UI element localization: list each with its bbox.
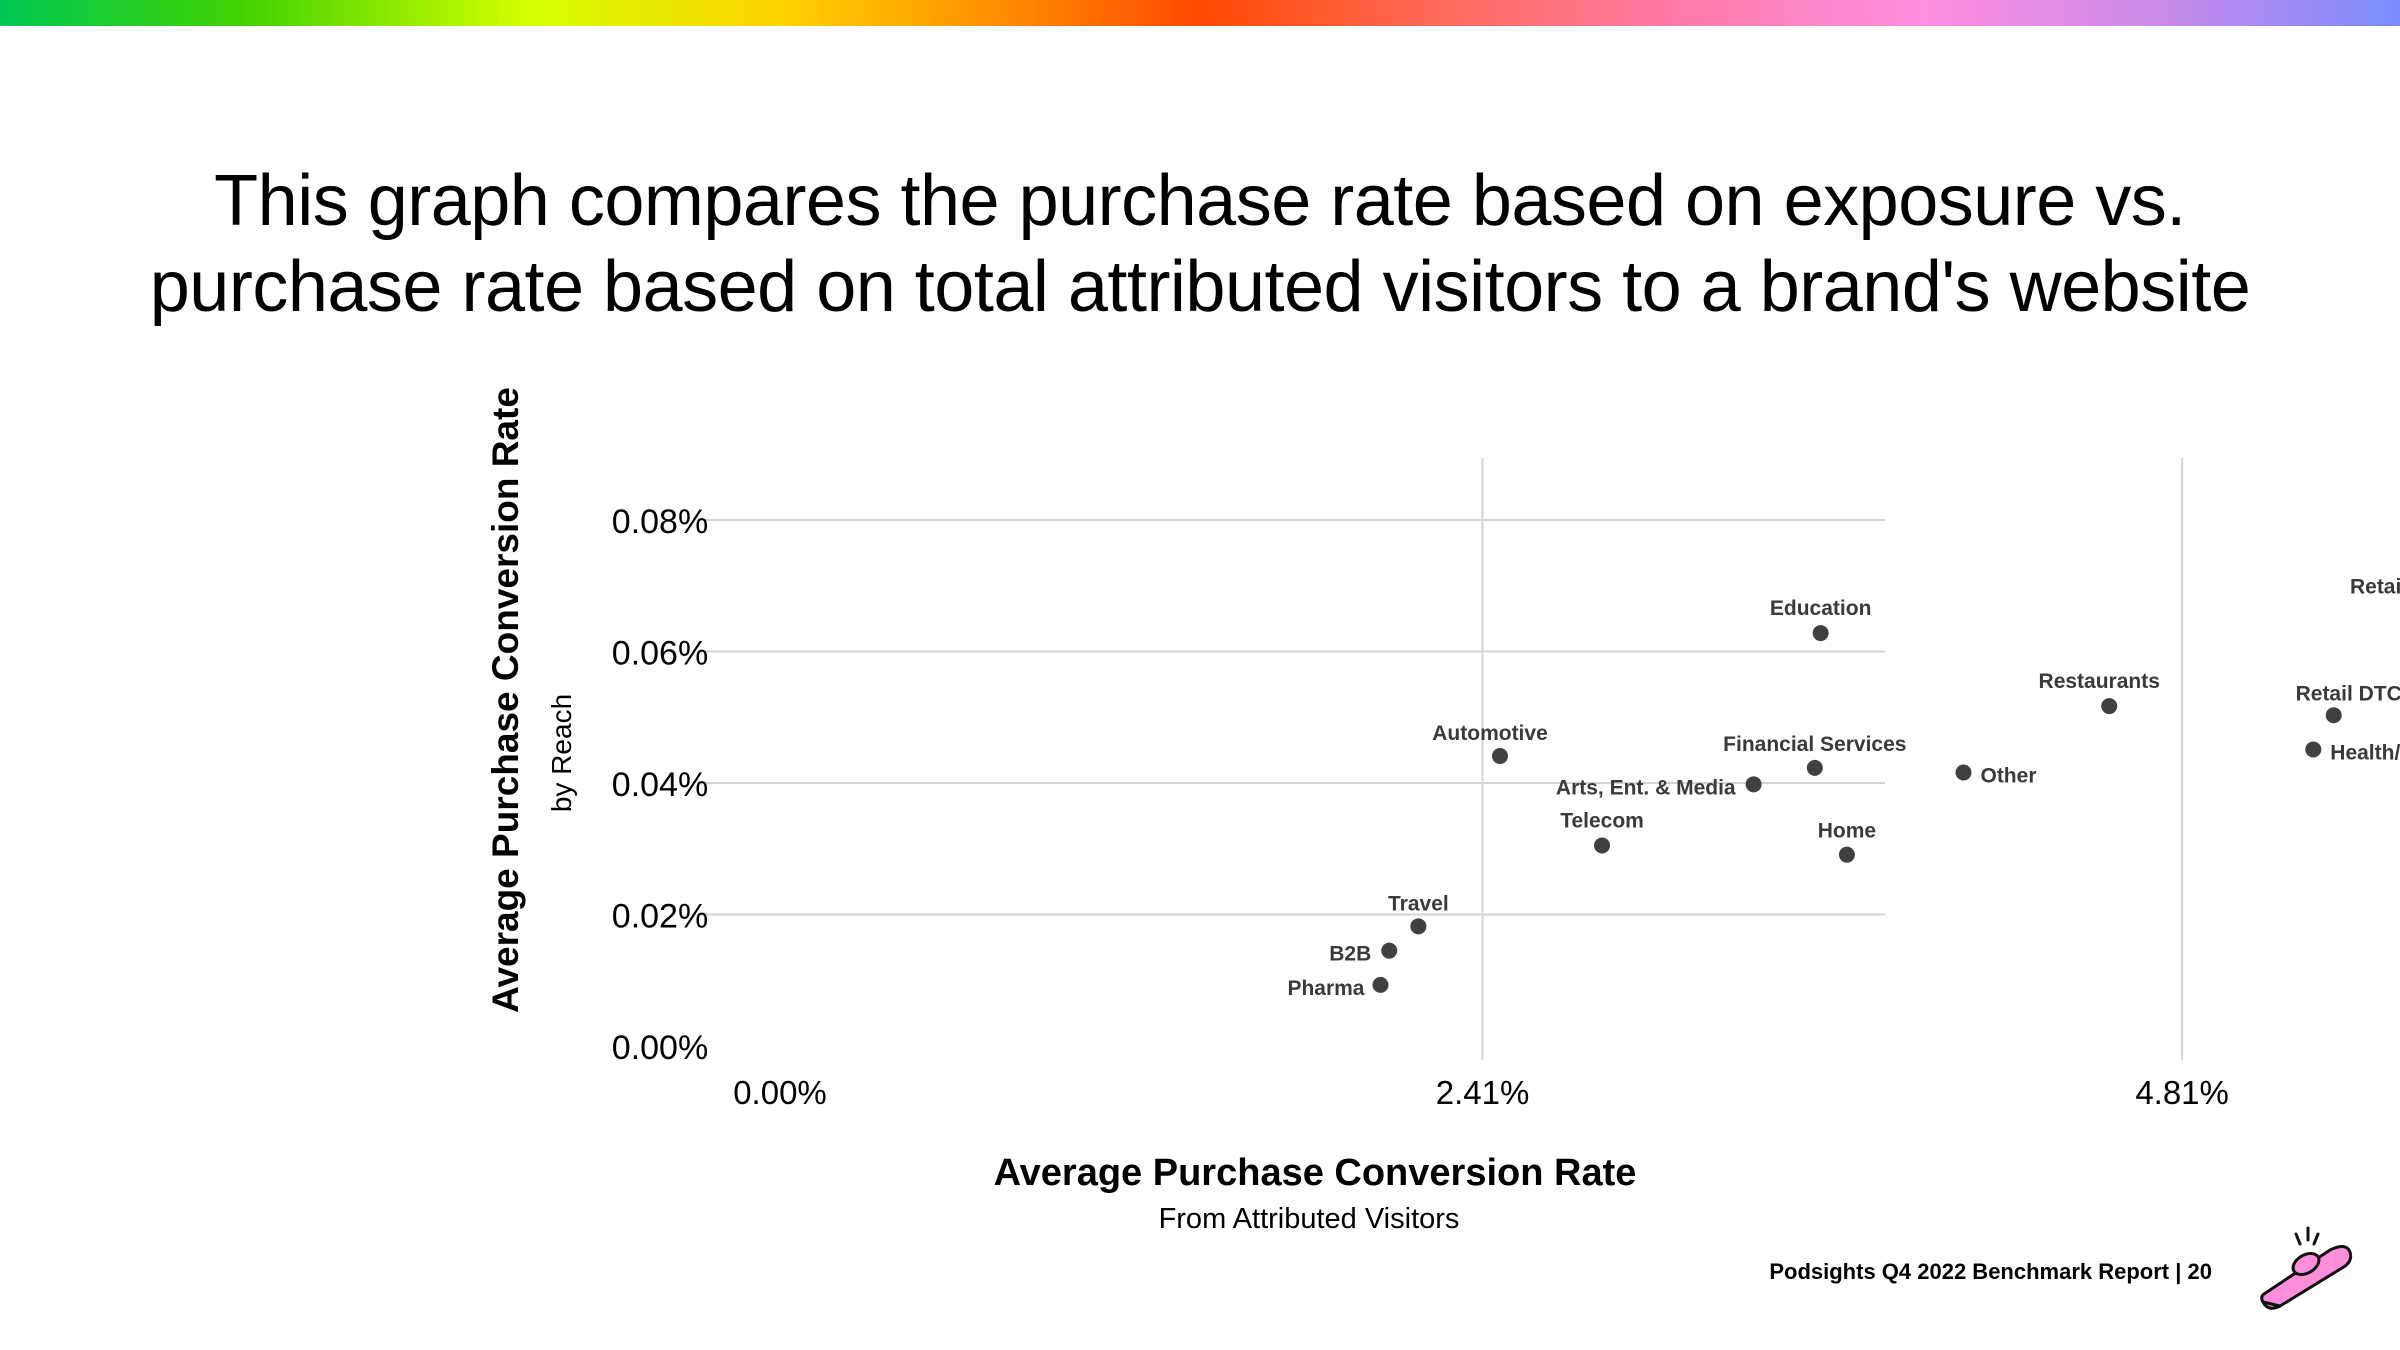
data-point-label: Home xyxy=(1818,820,1876,843)
data-point xyxy=(1745,776,1762,793)
data-point-label: Financial Services xyxy=(1723,733,1906,756)
data-point xyxy=(2305,741,2322,758)
y-axis-title: Average Purchase Conversion Rate xyxy=(485,387,526,1013)
data-point-label: Travel xyxy=(1388,892,1449,915)
data-point xyxy=(1838,846,1855,863)
x-axis-title: Average Purchase Conversion Rate xyxy=(994,1152,1637,1194)
data-point xyxy=(1806,759,1823,776)
data-point-label: Arts, Ent. & Media xyxy=(1556,776,1736,799)
rainbow-top-bar xyxy=(0,0,2400,26)
data-point xyxy=(1594,837,1611,854)
data-point xyxy=(1410,918,1427,935)
data-point xyxy=(1492,748,1509,765)
data-point xyxy=(1812,625,1829,642)
data-point xyxy=(2325,707,2342,724)
chart-gridlines xyxy=(700,458,2184,1060)
data-point xyxy=(1381,942,1398,959)
data-point xyxy=(1372,976,1389,993)
data-point-label: Pharma xyxy=(1287,977,1364,1000)
data-point xyxy=(1955,764,1972,781)
y-tick-label: 0.06% xyxy=(612,635,708,673)
data-point-label: Telecom xyxy=(1560,809,1644,832)
slide-title: This graph compares the purchase rate ba… xyxy=(0,158,2400,330)
chart-tick-labels: 0.00% 0.02% 0.04% 0.06% 0.08% 0.00% 2.41% 4.81%… xyxy=(612,503,2229,1111)
x-axis-subtitle: From Attributed Visitors xyxy=(1159,1203,1460,1235)
chart-points xyxy=(1372,625,2342,993)
data-point-label: Retail (B&M) xyxy=(2350,575,2400,598)
y-tick-label: 0.02% xyxy=(612,898,708,936)
podsights-kazoo-icon xyxy=(2260,1226,2353,1310)
data-point-label: Restaurants xyxy=(2039,670,2160,693)
y-tick-label: 0.00% xyxy=(612,1029,708,1067)
x-tick-label: 2.41% xyxy=(1436,1074,1530,1111)
x-tick-label: 4.81% xyxy=(2135,1074,2229,1111)
data-point-label: Other xyxy=(1980,764,2036,787)
data-point-label: Health/Wellness xyxy=(2330,741,2400,764)
y-tick-label: 0.08% xyxy=(612,503,708,541)
data-point-label: Automotive xyxy=(1432,722,1548,745)
slide-title-line-1: This graph compares the purchase rate ba… xyxy=(214,161,2186,241)
data-point-label: Education xyxy=(1770,597,1872,620)
y-axis-subtitle: by Reach xyxy=(546,694,577,812)
slide-title-line-2: purchase rate based on total attributed … xyxy=(149,247,2251,327)
data-point-label: B2B xyxy=(1329,943,1371,966)
footer-report-label: Podsights Q4 2022 Benchmark Report | 20 xyxy=(1769,1259,2212,1284)
y-tick-label: 0.04% xyxy=(612,766,708,804)
chart-point-labels: FashionBeautyRetail (B&M)EducationRestau… xyxy=(1287,575,2400,1000)
data-point xyxy=(2101,698,2118,715)
data-point-label: Retail DTC xyxy=(2296,682,2400,705)
x-tick-label: 0.00% xyxy=(733,1074,827,1111)
